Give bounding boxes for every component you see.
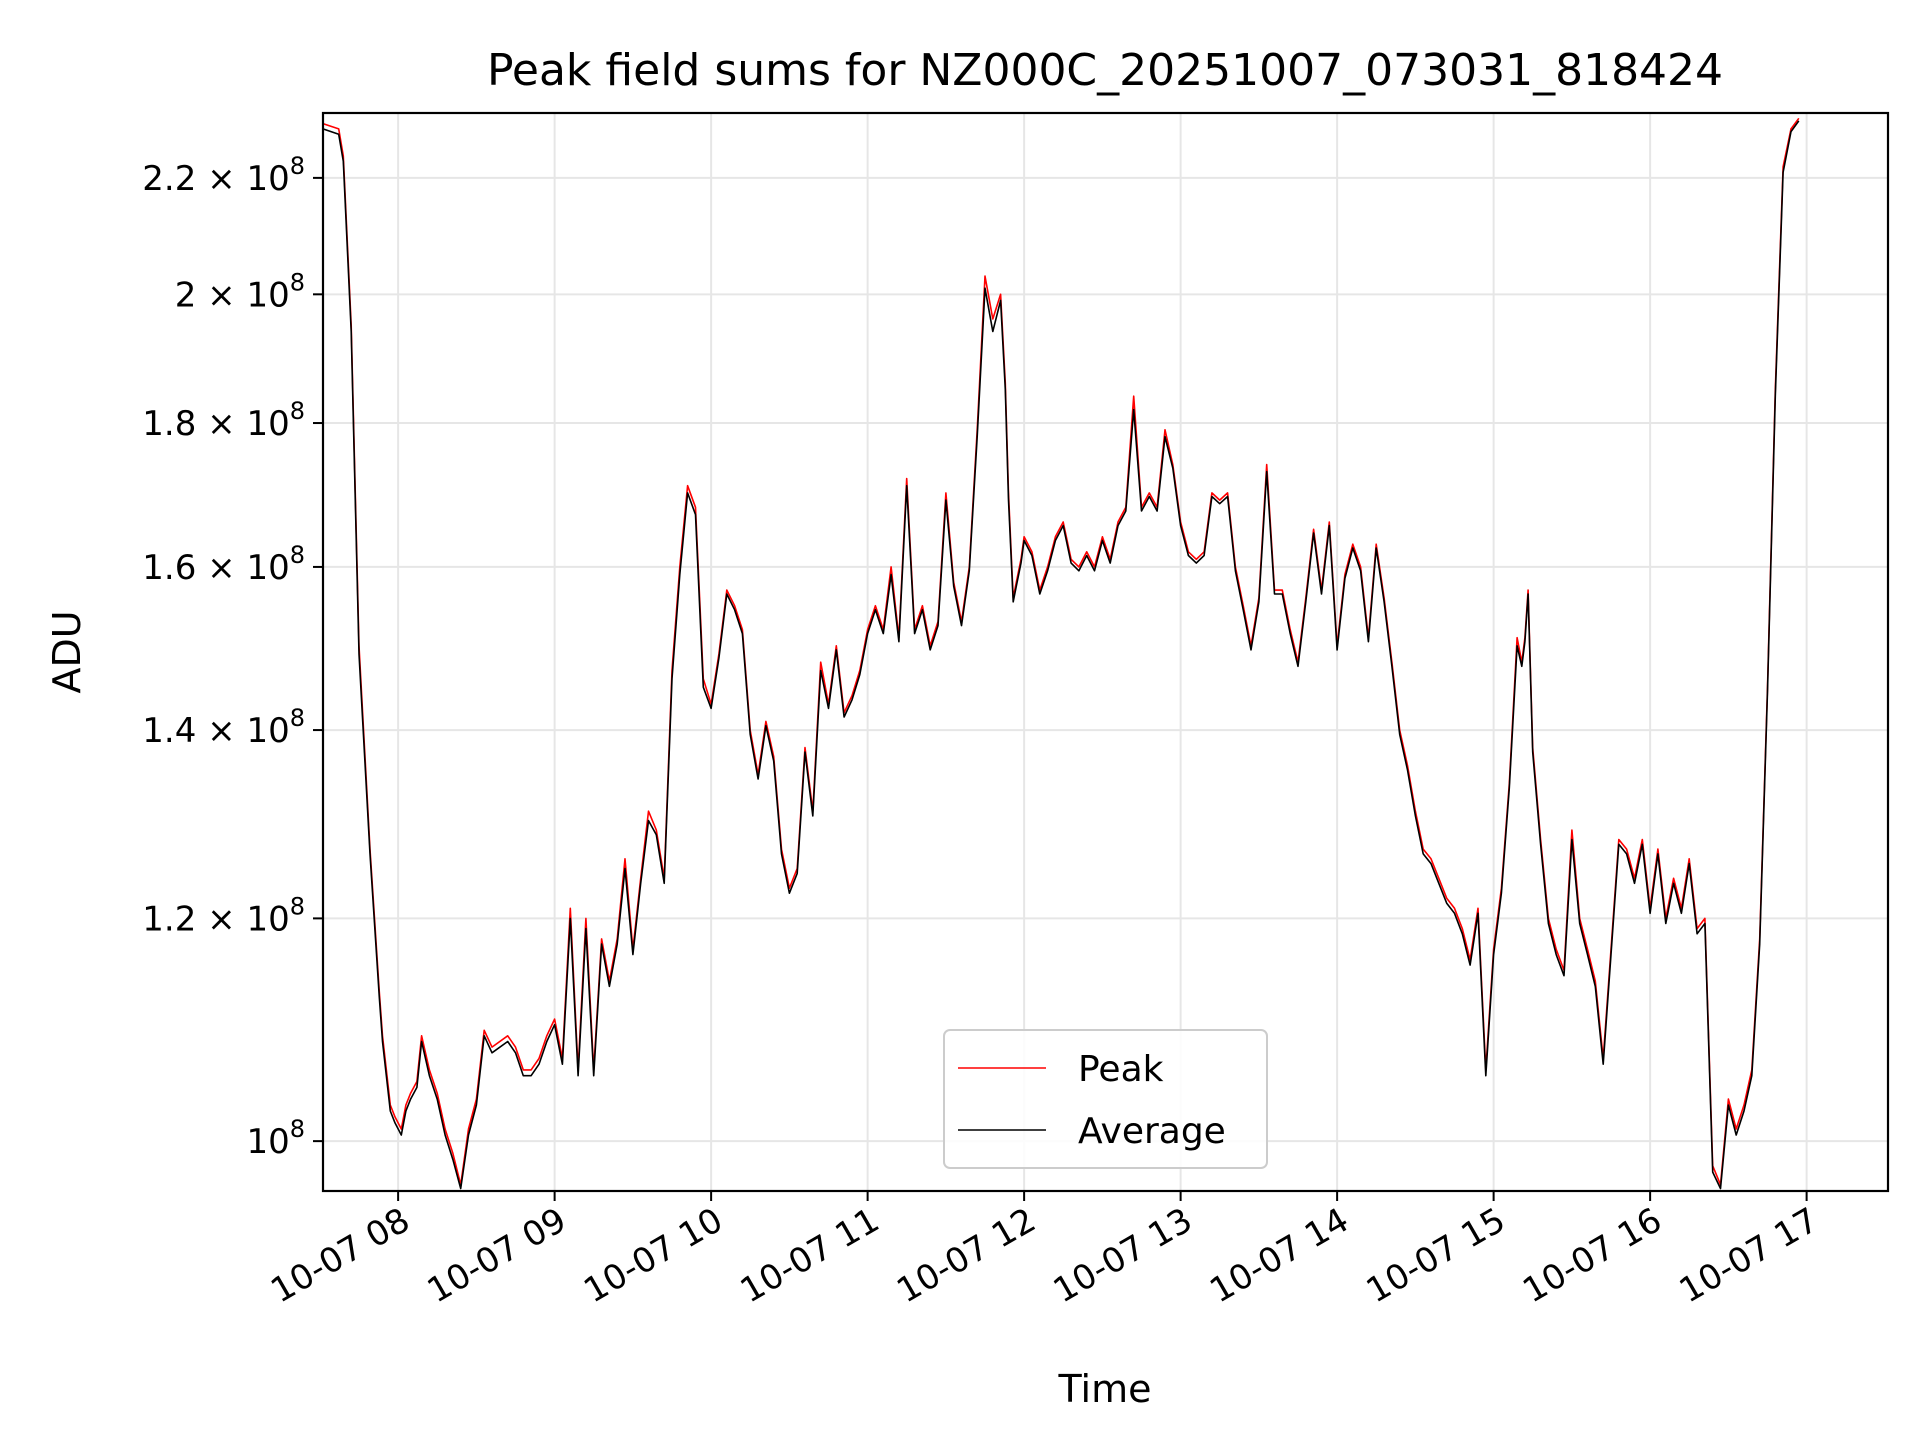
y-tick-exponent: 8 (290, 1115, 305, 1143)
y-tick-mantissa: 1.6 (142, 548, 196, 588)
x-tick-label: 10-07 12 (890, 1200, 1042, 1311)
x-tick-label: 10-07 11 (734, 1200, 886, 1311)
series-line-average (323, 120, 1800, 1190)
chart-title: Peak field sums for NZ000C_20251007_0730… (487, 45, 1723, 96)
x-tick-label: 10-07 13 (1047, 1200, 1199, 1311)
x-axis-label: Time (1058, 1367, 1152, 1411)
y-axis-label: ADU (45, 610, 89, 693)
x-tick-label: 10-07 10 (577, 1200, 729, 1311)
y-tick-label: 108 (246, 1115, 305, 1162)
y-tick-label: 1.8 × 108 (142, 397, 305, 444)
y-tick-times: × (196, 711, 246, 751)
y-tick-times: × (196, 548, 246, 588)
y-tick-base: 10 (246, 404, 289, 444)
legend-label-peak: Peak (1078, 1049, 1164, 1090)
y-tick-base: 10 (246, 159, 289, 199)
y-tick-mantissa: 2.2 (142, 159, 196, 199)
x-tick-label: 10-07 09 (421, 1200, 573, 1311)
x-tick-label: 10-07 08 (264, 1200, 416, 1311)
y-tick-base: 10 (246, 275, 289, 315)
series-line-peak (323, 117, 1800, 1186)
y-tick-label: 2 × 108 (175, 268, 305, 315)
y-tick-exponent: 8 (290, 397, 305, 425)
y-tick-times: × (196, 404, 246, 444)
legend: Peak Average (943, 1029, 1268, 1169)
y-tick-mantissa: 1.8 (142, 404, 196, 444)
y-tick-mantissa: 1.2 (142, 899, 196, 939)
y-tick-mantissa: 2 (175, 275, 197, 315)
legend-box (943, 1029, 1268, 1169)
y-tick-base: 10 (246, 711, 289, 751)
y-tick-label: 1.6 × 108 (142, 541, 305, 588)
x-tick-label: 10-07 15 (1360, 1200, 1512, 1311)
grid-layer (323, 113, 1888, 1191)
y-tick-base: 10 (246, 1122, 289, 1162)
legend-label-average: Average (1078, 1111, 1226, 1152)
x-tick-label: 10-07 17 (1673, 1200, 1825, 1311)
plot-frame (321, 111, 1890, 1193)
y-tick-base: 10 (246, 899, 289, 939)
y-tick-base: 10 (246, 548, 289, 588)
series-layer (323, 117, 1800, 1190)
y-tick-label: 2.2 × 108 (142, 152, 305, 199)
y-tick-exponent: 8 (290, 152, 305, 180)
y-tick-mantissa: 1.4 (142, 711, 196, 751)
y-tick-times: × (196, 899, 246, 939)
y-tick-exponent: 8 (290, 541, 305, 569)
y-tick-label: 1.2 × 108 (142, 892, 305, 939)
x-tick-label: 10-07 14 (1203, 1200, 1355, 1311)
y-tick-times: × (196, 275, 246, 315)
x-tick-label: 10-07 16 (1516, 1200, 1668, 1311)
y-tick-exponent: 8 (290, 892, 305, 920)
y-tick-times: × (196, 159, 246, 199)
y-tick-exponent: 8 (290, 704, 305, 732)
y-tick-exponent: 8 (290, 268, 305, 296)
y-tick-label: 1.4 × 108 (142, 704, 305, 751)
